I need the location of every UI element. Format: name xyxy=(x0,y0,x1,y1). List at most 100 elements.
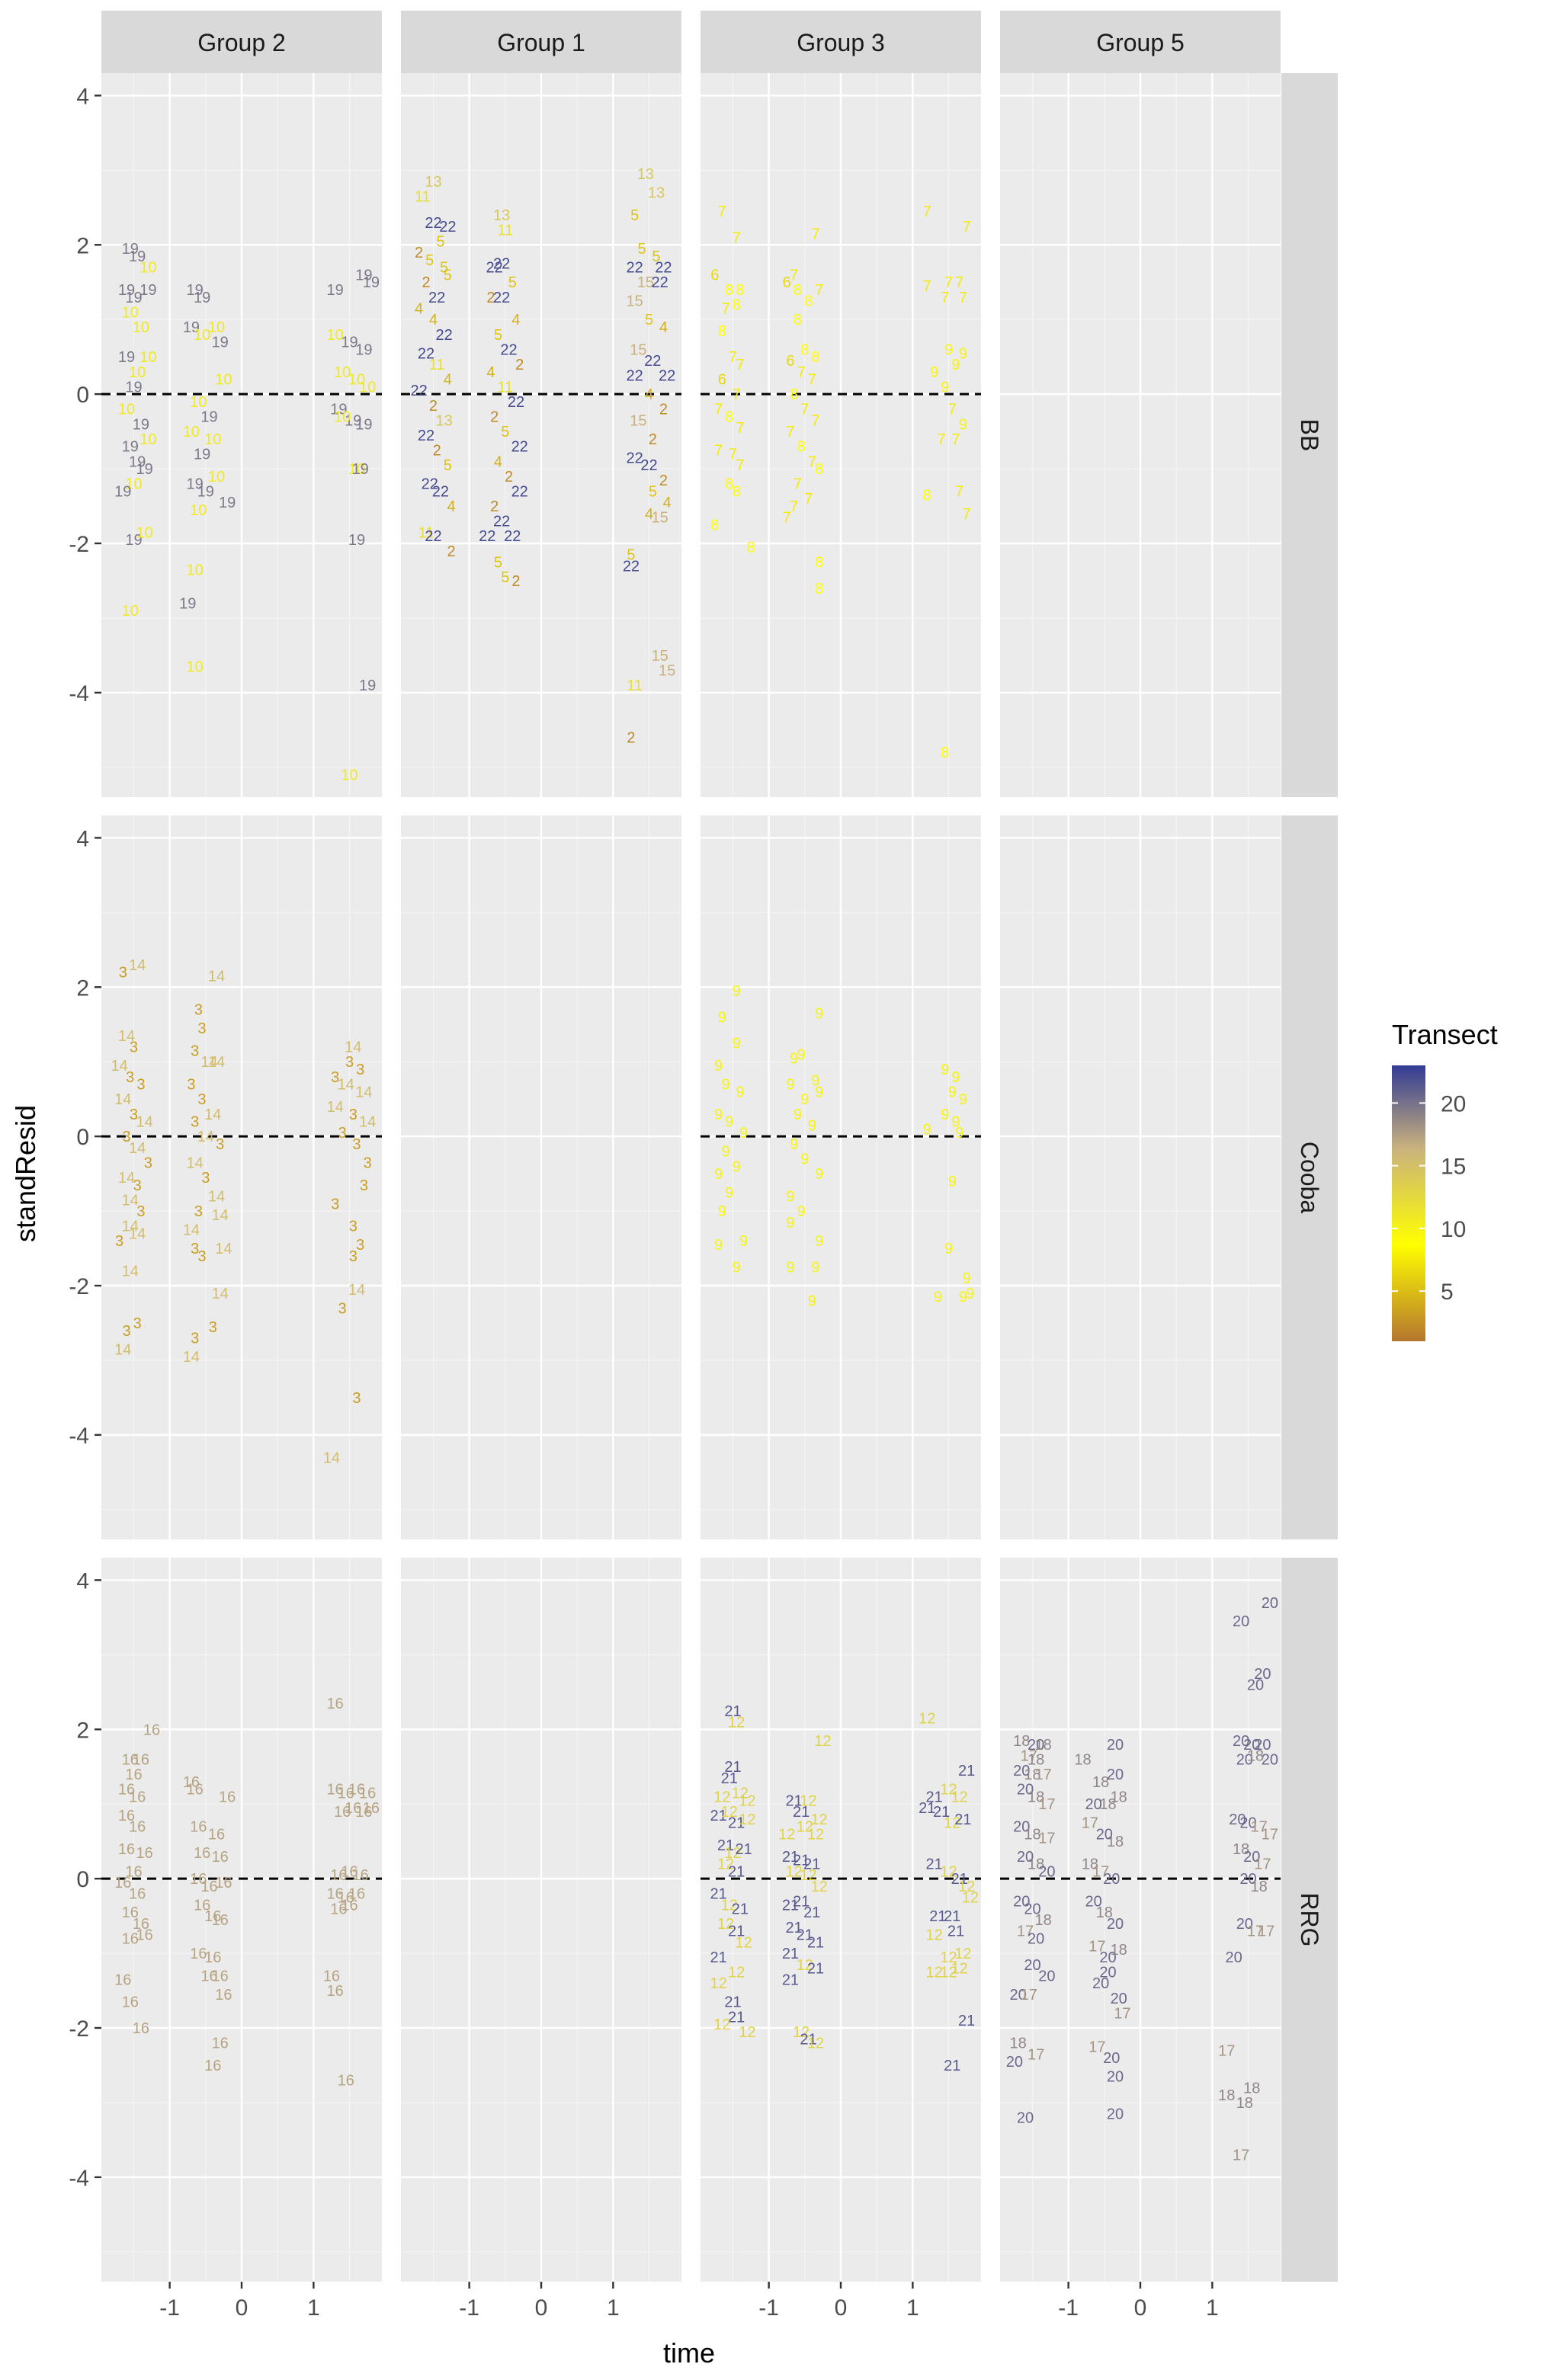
data-point-label: 9 xyxy=(944,341,953,358)
data-point-label: 12 xyxy=(944,1815,960,1832)
data-point-label: 20 xyxy=(1239,1815,1256,1832)
x-tick-label: -1 xyxy=(758,2295,779,2321)
data-point-label: 18 xyxy=(1099,1796,1116,1813)
data-point-label: 9 xyxy=(718,1009,726,1026)
data-point-label: 20 xyxy=(1243,1737,1260,1754)
data-point-label: 8 xyxy=(800,341,809,358)
data-point-label: 9 xyxy=(951,1114,960,1131)
data-point-label: 14 xyxy=(136,1114,152,1131)
data-point-label: 3 xyxy=(133,1177,142,1194)
data-point-label: 10 xyxy=(139,260,156,277)
data-point-label: 9 xyxy=(714,1107,723,1123)
data-point-label: 18 xyxy=(1243,2080,1260,2097)
row-strip-background xyxy=(1281,1558,1338,2282)
column-strip: Group 1 xyxy=(401,11,681,73)
data-point-label: 10 xyxy=(122,603,139,620)
y-tick-label: 4 xyxy=(76,826,89,851)
data-point-label: 21 xyxy=(732,1901,749,1917)
data-point-label: 6 xyxy=(786,353,794,370)
data-point-label: 22 xyxy=(435,327,452,344)
data-point-label: 16 xyxy=(204,1908,221,1925)
data-point-label: 7 xyxy=(944,274,953,291)
panel-bb-group-5 xyxy=(1000,73,1281,797)
data-point-label: 9 xyxy=(948,1084,957,1100)
data-point-label: 3 xyxy=(191,1043,199,1060)
data-point-label: 16 xyxy=(330,1901,347,1917)
data-point-label: 14 xyxy=(111,1058,127,1075)
data-point-label: 9 xyxy=(714,1058,723,1075)
data-point-label: 8 xyxy=(736,282,744,299)
data-point-label: 16 xyxy=(183,1774,200,1791)
data-point-label: 22 xyxy=(659,368,675,385)
x-tick-label: -1 xyxy=(1058,2295,1079,2321)
data-point-label: 7 xyxy=(948,402,957,418)
data-point-label: 10 xyxy=(139,431,156,448)
data-point-label: 21 xyxy=(735,1841,752,1858)
data-point-label: 12 xyxy=(940,1782,957,1799)
data-point-label: 7 xyxy=(815,282,823,299)
data-point-label: 3 xyxy=(115,1233,123,1250)
data-point-label: 3 xyxy=(331,1196,339,1212)
data-point-label: 4 xyxy=(645,386,653,403)
data-point-label: 16 xyxy=(348,1782,365,1799)
data-point-label: 16 xyxy=(133,1751,149,1768)
data-point-label: 4 xyxy=(511,312,520,328)
data-point-label: 14 xyxy=(122,1219,139,1235)
data-point-label: 21 xyxy=(710,1886,726,1903)
y-tick-label: 4 xyxy=(76,1568,89,1594)
data-point-label: 10 xyxy=(187,659,204,676)
data-point-label: 3 xyxy=(360,1177,368,1194)
data-point-label: 9 xyxy=(797,1046,806,1063)
data-point-label: 21 xyxy=(944,2058,960,2074)
data-point-label: 21 xyxy=(947,1924,964,1940)
data-point-label: 9 xyxy=(941,379,949,396)
data-point-label: 16 xyxy=(341,1863,357,1880)
data-point-label: 12 xyxy=(728,1714,745,1731)
data-point-label: 3 xyxy=(119,965,127,982)
data-point-label: 19 xyxy=(352,461,369,478)
data-point-label: 12 xyxy=(954,1946,971,1962)
data-point-label: 19 xyxy=(125,379,142,396)
data-point-label: 4 xyxy=(645,506,653,523)
data-point-label: 5 xyxy=(494,327,502,344)
column-strip: Group 2 xyxy=(101,11,382,73)
data-point-label: 6 xyxy=(710,267,719,283)
data-point-label: 10 xyxy=(208,319,225,336)
data-point-label: 11 xyxy=(627,677,643,694)
data-point-label: 7 xyxy=(714,443,723,460)
facet-panels: 1919101919191010191010191019191910101919… xyxy=(101,73,1281,2282)
data-point-label: 5 xyxy=(501,424,509,440)
data-point-label: 16 xyxy=(122,1930,139,1947)
data-point-label: 19 xyxy=(136,461,152,478)
data-point-label: 11 xyxy=(497,223,513,239)
data-point-label: 18 xyxy=(1233,1841,1249,1858)
data-point-label: 19 xyxy=(187,476,204,493)
data-point-label: 3 xyxy=(191,1114,199,1131)
data-point-label: 9 xyxy=(786,1077,794,1094)
data-point-label: 16 xyxy=(190,1946,207,1962)
data-point-label: 7 xyxy=(800,402,809,418)
data-point-label: 20 xyxy=(1096,1826,1113,1843)
data-point-label: 7 xyxy=(786,424,794,440)
data-point-label: 12 xyxy=(778,1826,795,1843)
data-point-label: 9 xyxy=(930,364,938,381)
data-point-label: 11 xyxy=(429,357,445,373)
data-point-label: 22 xyxy=(425,215,441,232)
data-point-label: 20 xyxy=(1262,1595,1278,1612)
data-point-label: 16 xyxy=(129,1886,146,1903)
data-point-label: 22 xyxy=(439,219,456,235)
data-point-label: 17 xyxy=(1038,1830,1055,1847)
y-tick-label: -4 xyxy=(69,1424,89,1449)
data-point-label: 12 xyxy=(940,1949,957,1966)
data-point-label: 16 xyxy=(212,1968,229,1984)
data-point-label: 18 xyxy=(1024,1826,1040,1843)
y-tick-label: -2 xyxy=(69,2016,89,2042)
data-point-label: 3 xyxy=(356,1237,364,1254)
data-point-label: 20 xyxy=(1006,2054,1023,2071)
data-point-label: 22 xyxy=(493,514,510,530)
data-point-label: 13 xyxy=(648,185,665,202)
data-point-label: 7 xyxy=(959,290,967,306)
